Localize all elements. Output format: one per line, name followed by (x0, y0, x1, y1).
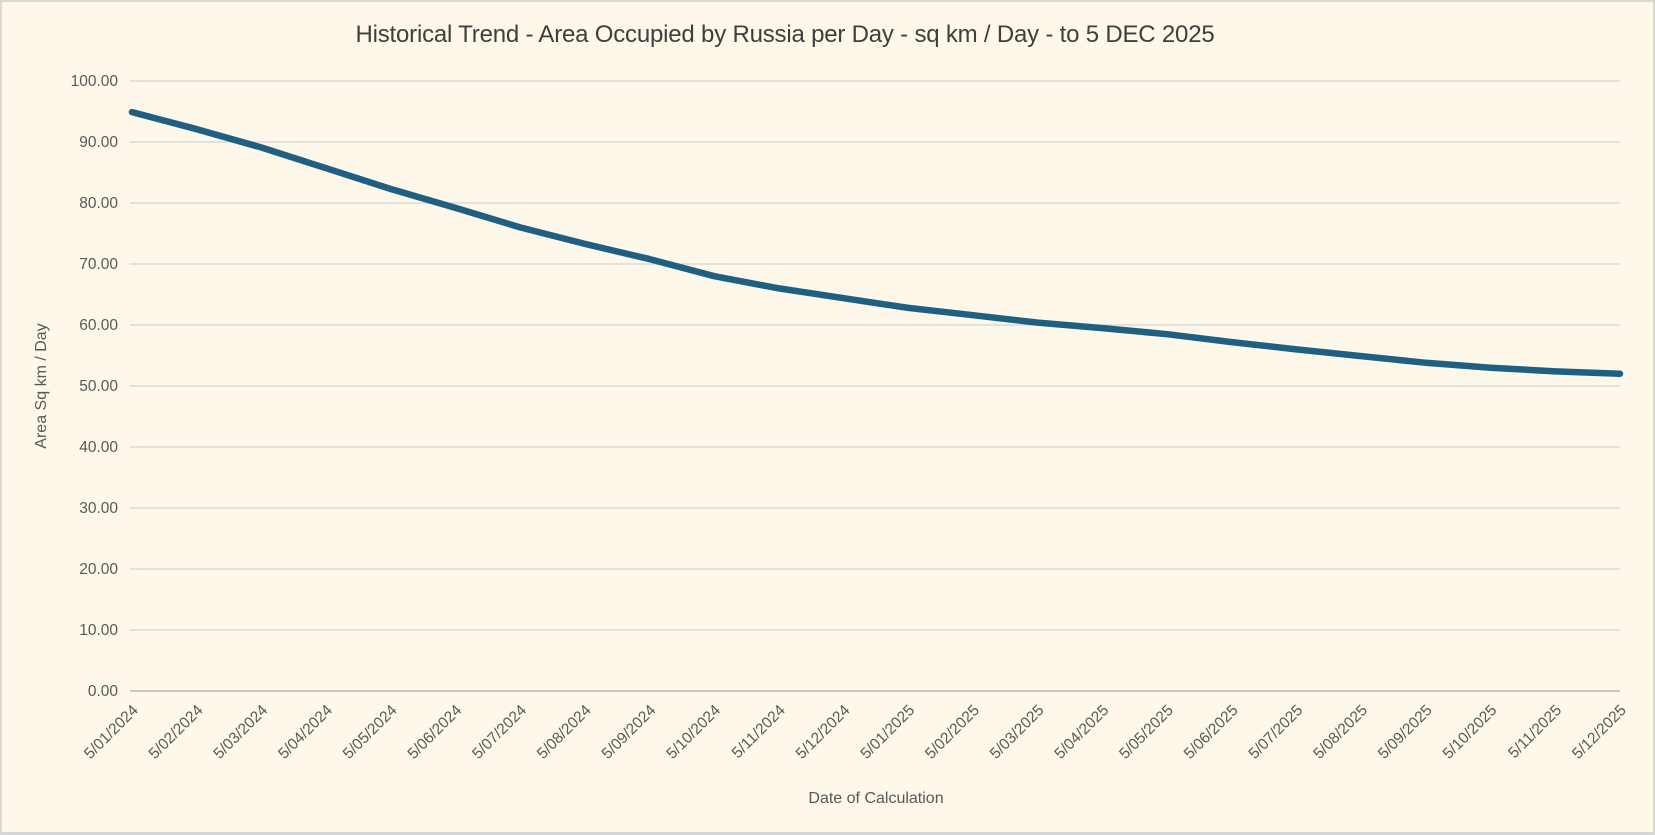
x-tick-label: 5/03/2024 (210, 702, 271, 763)
x-tick-label: 5/11/2024 (729, 702, 789, 762)
y-tick-label: 40.00 (79, 439, 118, 456)
x-tick-label: 5/12/2024 (793, 702, 854, 763)
x-tick-label: 5/02/2025 (922, 702, 983, 763)
x-tick-label: 5/05/2025 (1116, 702, 1177, 763)
y-tick-label: 50.00 (79, 378, 118, 395)
y-tick-label: 0.00 (88, 683, 119, 700)
x-tick-label: 5/12/2025 (1569, 702, 1630, 763)
x-tick-label: 5/01/2025 (857, 702, 918, 763)
chart-title: Historical Trend - Area Occupied by Russ… (355, 21, 1215, 48)
y-tick-label: 100.00 (71, 73, 119, 90)
y-tick-label: 10.00 (79, 622, 118, 639)
x-tick-label: 5/08/2024 (534, 702, 595, 763)
x-tick-label: 5/07/2024 (469, 702, 530, 763)
x-tick-label: 5/04/2024 (275, 702, 336, 763)
x-tick-label: 5/11/2025 (1505, 702, 1565, 762)
x-tick-label: 5/04/2025 (1051, 702, 1112, 763)
x-tick-label: 5/06/2024 (405, 702, 466, 763)
y-tick-label: 70.00 (79, 256, 118, 273)
trend-line (128, 108, 1624, 378)
y-tick-label: 60.00 (79, 317, 118, 334)
y-tick-label: 20.00 (79, 561, 118, 578)
x-tick-label: 5/06/2025 (1181, 702, 1242, 763)
y-tick-label: 30.00 (79, 500, 118, 517)
x-tick-label: 5/09/2024 (599, 702, 660, 763)
x-tick-label: 5/08/2025 (1310, 702, 1371, 763)
x-tick-label: 5/10/2025 (1440, 702, 1501, 763)
y-tick-label: 80.00 (79, 195, 118, 212)
x-tick-label: 5/02/2024 (146, 702, 207, 763)
x-axis-title: Date of Calculation (808, 790, 944, 807)
x-tick-label: 5/03/2025 (987, 702, 1048, 763)
x-tick-label: 5/01/2024 (81, 702, 142, 763)
x-tick-label: 5/05/2024 (340, 702, 401, 763)
x-tick-label: 5/09/2025 (1375, 702, 1436, 763)
x-tick-label: 5/07/2025 (1246, 702, 1307, 763)
y-tick-label: 90.00 (79, 134, 118, 151)
x-tick-label: 5/10/2024 (663, 702, 724, 763)
